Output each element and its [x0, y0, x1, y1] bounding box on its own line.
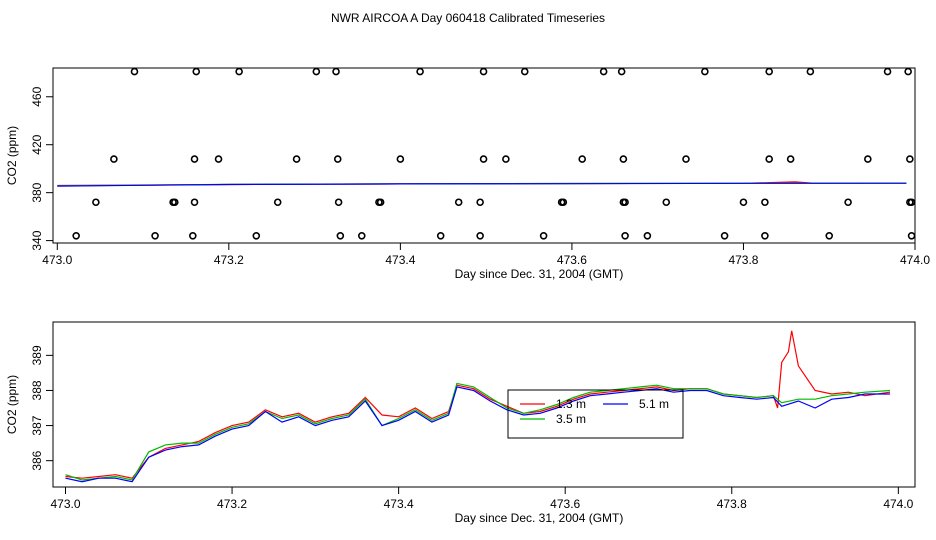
- data-point: [332, 68, 340, 76]
- data-point: [619, 155, 628, 163]
- data-point: [235, 68, 243, 76]
- x-tick-label: 473.0: [42, 253, 72, 267]
- data-point: [864, 155, 872, 163]
- y-tick-label: 420: [30, 134, 44, 154]
- data-point: [190, 198, 199, 207]
- data-point: [416, 68, 424, 76]
- data-point: [476, 198, 484, 207]
- x-tick-label: 473.4: [385, 253, 415, 267]
- x-tick-label: 473.8: [717, 497, 747, 511]
- data-point: [454, 198, 463, 207]
- series-line-1: [65, 382, 891, 481]
- legend-label: 5.1 m: [639, 397, 669, 411]
- plot-area: [57, 68, 915, 240]
- data-point: [806, 68, 815, 76]
- data-point: [643, 232, 652, 240]
- y-tick-label: 388: [30, 380, 44, 400]
- data-point: [479, 155, 488, 163]
- figure-title: NWR AIRCOA A Day 060418 Calibrated Times…: [331, 11, 605, 25]
- y-tick-label: 340: [30, 230, 44, 250]
- data-point: [192, 68, 201, 76]
- y-tick-label: 380: [30, 182, 44, 202]
- data-point: [396, 155, 405, 163]
- data-point: [765, 155, 773, 163]
- data-point: [292, 155, 301, 163]
- plot-frame: [52, 321, 916, 488]
- data-point: [599, 68, 608, 76]
- x-tick-label: 473.8: [728, 253, 758, 267]
- x-tick-label: 473.2: [217, 497, 247, 511]
- data-point: [189, 232, 197, 240]
- x-tick-label: 474.0: [883, 497, 913, 511]
- x-tick-label: 474.0: [900, 253, 930, 267]
- x-tick-label: 473.0: [50, 497, 80, 511]
- data-point: [273, 198, 282, 207]
- data-point: [825, 232, 834, 240]
- data-point: [559, 198, 568, 207]
- data-point: [617, 68, 626, 76]
- data-point: [761, 232, 769, 240]
- data-point: [539, 232, 548, 240]
- x-tick-label: 473.4: [384, 497, 414, 511]
- data-point: [883, 68, 892, 76]
- legend-label: 1.3 m: [556, 397, 586, 411]
- x-tick-label: 473.6: [557, 253, 587, 267]
- x-axis-label: Day since Dec. 31, 2004 (GMT): [455, 511, 624, 525]
- data-point: [662, 198, 671, 207]
- data-point: [786, 155, 795, 163]
- data-point: [720, 232, 729, 240]
- series-line-0: [65, 330, 891, 479]
- data-point: [739, 198, 748, 207]
- data-point: [92, 198, 100, 207]
- data-point: [502, 155, 510, 163]
- data-point: [701, 68, 709, 76]
- legend-label: 3.5 m: [556, 412, 586, 426]
- y-tick-label: 387: [30, 415, 44, 435]
- data-point: [130, 68, 139, 76]
- data-point: [907, 198, 915, 207]
- y-axis-label: CO2 (ppm): [5, 375, 19, 434]
- data-point: [72, 232, 80, 240]
- data-point: [334, 198, 343, 207]
- data-point: [761, 198, 769, 207]
- y-tick-label: 460: [30, 86, 44, 106]
- data-point: [904, 68, 912, 76]
- data-point: [906, 155, 914, 163]
- data-point: [621, 232, 629, 240]
- data-point: [151, 232, 159, 240]
- data-point: [907, 232, 915, 240]
- y-tick-label: 389: [30, 345, 44, 365]
- top-panel: 473.0 473.2 473.4 473.6 473.8 474.0 340 380 420 4…: [5, 67, 930, 281]
- data-point: [110, 155, 118, 163]
- data-point: [312, 68, 321, 76]
- data-point: [376, 198, 385, 207]
- data-point: [333, 155, 342, 163]
- data-point: [765, 68, 773, 76]
- data-point: [214, 155, 223, 163]
- y-tick-label: 386: [30, 450, 44, 470]
- data-point: [479, 68, 488, 76]
- data-point: [621, 198, 629, 207]
- data-point: [844, 198, 852, 207]
- data-point: [336, 232, 345, 240]
- y-axis-label: CO2 (ppm): [5, 126, 19, 185]
- data-point: [190, 155, 199, 163]
- data-point: [578, 155, 587, 163]
- data-point: [436, 232, 445, 240]
- series-line-3: [57, 182, 907, 187]
- data-point: [252, 232, 261, 240]
- data-point: [520, 68, 529, 76]
- plot-area: [65, 330, 891, 483]
- data-point: [682, 155, 690, 163]
- data-point: [476, 232, 484, 240]
- bottom-panel: 473.0 473.2 473.4 473.6 473.8 474.0 386 387 388 3…: [5, 321, 916, 525]
- legend-box: [507, 389, 684, 439]
- data-point: [357, 232, 366, 240]
- x-tick-label: 473.6: [550, 497, 580, 511]
- data-point: [170, 198, 179, 207]
- x-tick-label: 473.2: [214, 253, 244, 267]
- series-line-2: [65, 386, 890, 483]
- x-axis-label: Day since Dec. 31, 2004 (GMT): [455, 267, 624, 281]
